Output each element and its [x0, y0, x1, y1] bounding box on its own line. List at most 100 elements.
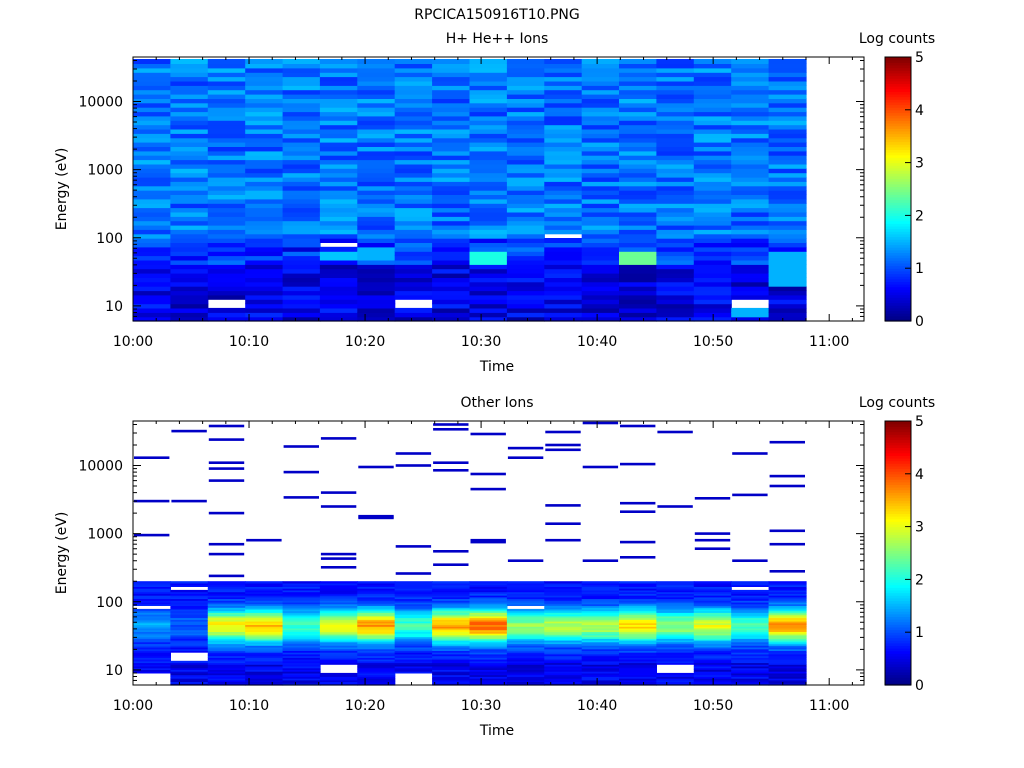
heatmap-cell [581, 137, 620, 143]
heatmap-cell [432, 124, 471, 130]
heatmap-cell [506, 259, 545, 265]
heatmap-cell [469, 638, 508, 641]
heatmap-cell [731, 128, 770, 134]
heatmap-cell [581, 660, 620, 664]
heatmap-cell [731, 273, 770, 278]
heatmap-cell [394, 622, 433, 625]
heatmap-cell [282, 645, 321, 648]
heatmap-cell [731, 603, 770, 606]
heatmap-cell [133, 264, 171, 270]
heatmap-cell [693, 607, 732, 610]
heatmap-cell [432, 584, 471, 587]
colorbar-swatch [885, 289, 911, 293]
heatmap-cell [207, 669, 246, 672]
heatmap-cell [245, 605, 284, 608]
heatmap-cell [731, 233, 770, 239]
heatmap-cell [170, 671, 209, 674]
colorbar-swatch [885, 484, 911, 488]
heatmap-cell [245, 669, 284, 672]
heatmap-cell [619, 617, 657, 620]
heatmap-cell [245, 307, 284, 313]
heatmap-cell [731, 98, 770, 104]
heatmap-cell [656, 268, 695, 274]
heatmap-cell [245, 224, 284, 230]
heatmap-cell [133, 211, 171, 217]
heatmap-cell [282, 181, 321, 187]
heatmap-cell [207, 589, 246, 593]
heatmap-cell [170, 76, 209, 82]
heatmap-cell [319, 190, 358, 195]
heatmap-cell [319, 598, 358, 601]
heatmap-cell [394, 190, 433, 195]
heatmap-cell [619, 683, 657, 686]
heatmap-cell [731, 163, 770, 169]
heatmap-cell [207, 107, 246, 113]
heatmap-cell [506, 80, 545, 86]
heatmap-cell [506, 591, 545, 594]
heatmap-cell [544, 683, 583, 686]
colorbar-swatch [885, 421, 911, 425]
heatmap-cell [394, 85, 433, 91]
heatmap-cell [432, 666, 471, 669]
heatmap-cell [506, 163, 545, 169]
heatmap-cell [544, 120, 583, 126]
heatmap-cell [319, 614, 358, 617]
heatmap-cell [581, 273, 620, 278]
heatmap-cell [731, 612, 770, 615]
heatmap-cell [731, 640, 770, 643]
heatmap-cell [731, 133, 770, 139]
heatmap-cell [731, 608, 770, 612]
heatmap-cell [469, 655, 508, 658]
heatmap-cell [506, 316, 545, 322]
count-line [320, 505, 357, 508]
heatmap-cell [581, 648, 620, 651]
heatmap-cell [469, 621, 508, 624]
colorbar-swatch [885, 447, 911, 451]
heatmap-cell [693, 220, 732, 226]
heatmap-cell [469, 672, 508, 676]
heatmap-cell [768, 583, 807, 586]
colorbar-swatch [885, 297, 911, 301]
heatmap-cell [544, 659, 583, 662]
colorbar-swatch [885, 162, 911, 166]
heatmap-cell [544, 584, 583, 587]
colorbar-swatch [885, 141, 911, 145]
heatmap-cell [133, 307, 171, 313]
colorbar-swatch [885, 249, 911, 253]
heatmap-cell [133, 653, 171, 657]
heatmap-cell [581, 600, 620, 603]
heatmap-cell [693, 674, 732, 677]
heatmap-cell [357, 622, 396, 625]
heatmap-cell [731, 85, 770, 91]
heatmap-cell [656, 589, 695, 593]
heatmap-cell [245, 259, 284, 265]
heatmap-cell [768, 72, 807, 78]
heatmap-cell [768, 615, 807, 619]
heatmap-cell [656, 281, 695, 287]
heatmap-cell [207, 238, 246, 243]
count-line [620, 510, 656, 513]
heatmap-cell [207, 612, 246, 615]
heatmap-cell [619, 251, 657, 257]
colorbar-swatch [885, 310, 911, 314]
heatmap-cell [432, 669, 471, 672]
heatmap-cell [394, 220, 433, 226]
heatmap-cell [432, 76, 471, 82]
count-line [433, 461, 469, 464]
heatmap-cell [469, 124, 508, 130]
heatmap-cell [693, 647, 732, 650]
heatmap-cell [656, 647, 695, 650]
colorbar-swatch [885, 59, 911, 63]
heatmap-cell [282, 238, 321, 243]
heatmap-cell [282, 667, 321, 670]
heatmap-cell [432, 629, 471, 632]
heatmap-cell [319, 605, 358, 608]
heatmap-cell [693, 286, 732, 292]
heatmap-cell [768, 246, 807, 252]
heatmap-cell [319, 581, 358, 584]
colorbar-swatch [885, 650, 911, 654]
count-line [433, 428, 469, 431]
heatmap-cell [245, 584, 284, 587]
heatmap-cell [656, 316, 695, 322]
heatmap-cell [170, 602, 209, 605]
